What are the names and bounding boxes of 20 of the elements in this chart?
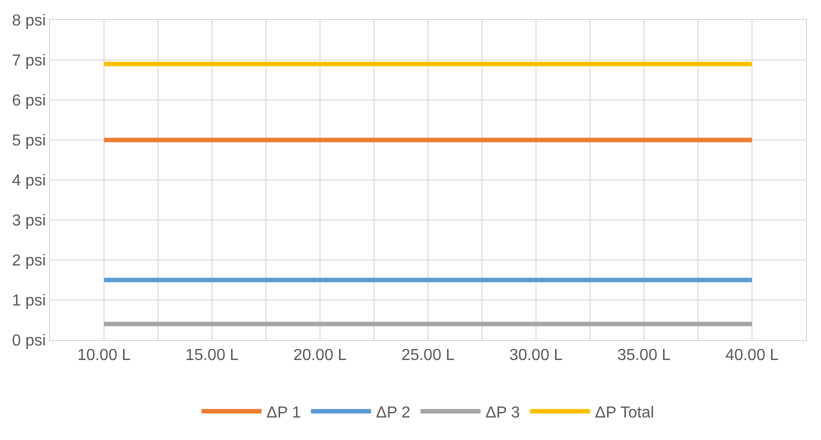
legend-label: ΔP 3 [486, 404, 520, 422]
legend-label: ΔP Total [595, 404, 654, 422]
y-tick-label: 1 psi [12, 292, 46, 310]
y-tick-label: 8 psi [12, 12, 46, 30]
y-tick-label: 4 psi [12, 172, 46, 190]
y-tick-label: 7 psi [12, 52, 46, 70]
x-tick-label: 35.00 L [617, 347, 671, 364]
x-tick-label: 25.00 L [401, 347, 455, 364]
x-tick-label: 30.00 L [509, 347, 563, 364]
y-tick-label: 2 psi [12, 252, 46, 270]
x-tick-label: 15.00 L [185, 347, 239, 364]
x-tick-label: 10.00 L [77, 347, 131, 364]
x-tick-label: 40.00 L [725, 347, 779, 364]
x-tick-label: 20.00 L [293, 347, 347, 364]
y-tick-label: 3 psi [12, 212, 46, 230]
legend-label: ΔP 2 [376, 404, 411, 422]
legend-label: ΔP 1 [266, 404, 302, 422]
y-tick-label: 6 psi [12, 92, 46, 110]
y-tick-label: 0 psi [12, 332, 46, 350]
y-tick-label: 5 psi [12, 132, 46, 150]
